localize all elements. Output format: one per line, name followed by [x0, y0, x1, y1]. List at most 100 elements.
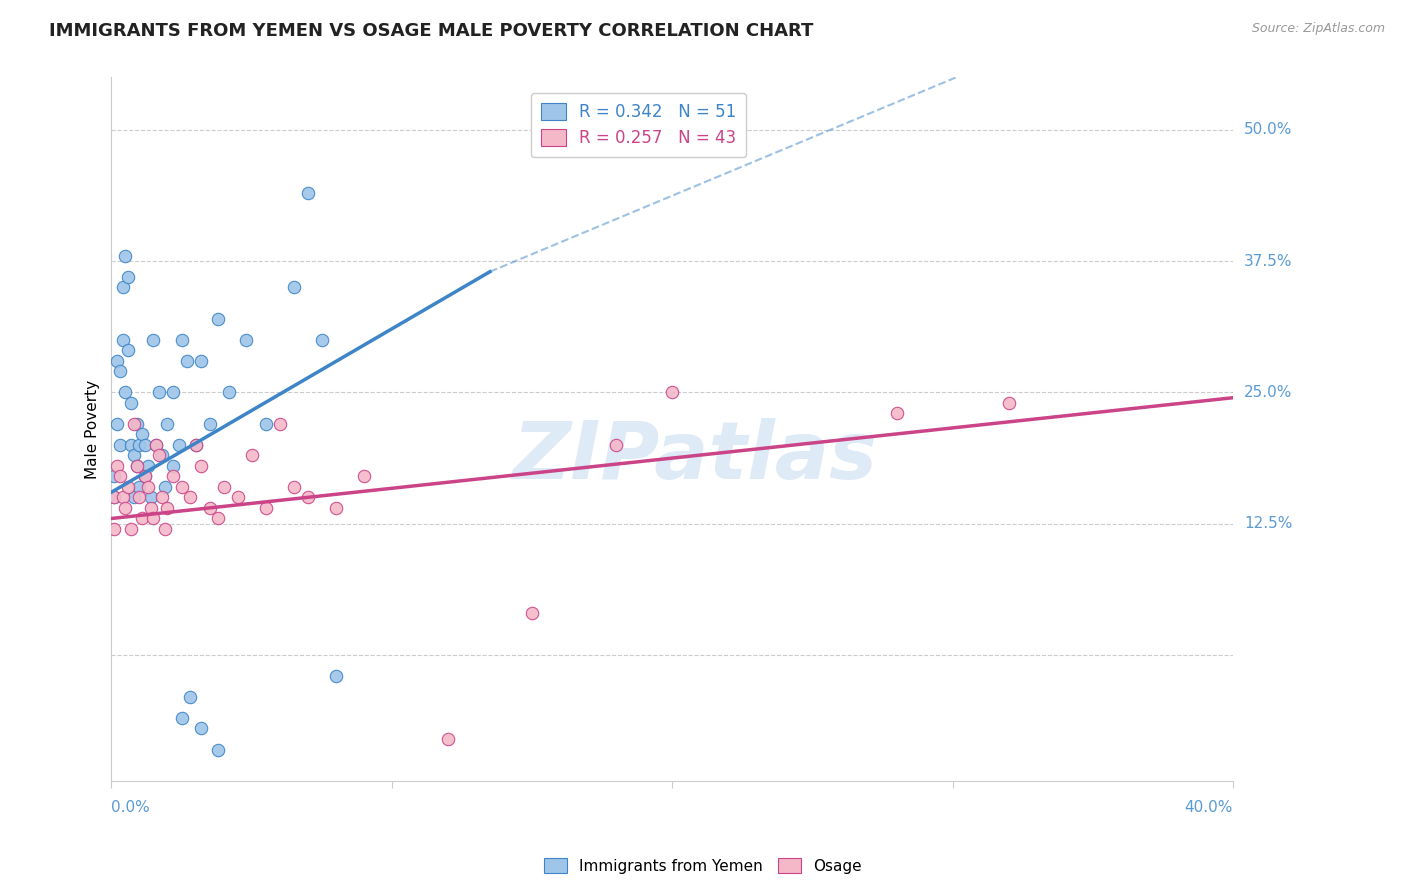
Point [139, 491, 162, 505]
Point [297, 186, 319, 200]
Point [297, 491, 319, 505]
Point [128, 480, 150, 494]
Point [184, 438, 207, 452]
Point [176, 354, 198, 368]
Point [105, 458, 128, 473]
Text: Source: ZipAtlas.com: Source: ZipAtlas.com [1251, 22, 1385, 36]
Point [179, 491, 201, 505]
Point [111, 280, 134, 294]
Point [170, 711, 193, 725]
Y-axis label: Male Poverty: Male Poverty [86, 380, 100, 479]
Point [198, 417, 221, 431]
Point [170, 333, 193, 347]
Point [226, 491, 249, 505]
Point [520, 606, 543, 620]
Point [235, 333, 257, 347]
Point [120, 396, 142, 410]
Text: 0.0%: 0.0% [111, 799, 150, 814]
Text: ZIPatlas: ZIPatlas [512, 418, 877, 496]
Point [150, 449, 173, 463]
Point [167, 438, 190, 452]
Point [170, 480, 193, 494]
Point [283, 480, 305, 494]
Point [120, 438, 142, 452]
Point [179, 690, 201, 704]
Point [103, 491, 125, 505]
Point [114, 249, 136, 263]
Point [325, 500, 347, 515]
Point [184, 438, 207, 452]
Text: 25.0%: 25.0% [1244, 385, 1292, 400]
Point [148, 385, 170, 400]
Point [134, 469, 156, 483]
Point [142, 511, 165, 525]
Point [136, 480, 159, 494]
Point [153, 480, 176, 494]
Point [103, 491, 125, 505]
Point [122, 449, 145, 463]
Point [125, 458, 148, 473]
Point [131, 511, 153, 525]
Point [120, 522, 142, 536]
Point [156, 500, 179, 515]
Point [103, 469, 125, 483]
Point [125, 417, 148, 431]
Point [128, 491, 150, 505]
Point [125, 458, 148, 473]
Point [105, 354, 128, 368]
Point [117, 343, 139, 358]
Point [148, 449, 170, 463]
Point [162, 469, 184, 483]
Point [150, 491, 173, 505]
Point [108, 364, 131, 378]
Point [139, 500, 162, 515]
Point [117, 269, 139, 284]
Point [162, 458, 184, 473]
Point [254, 500, 277, 515]
Point [134, 438, 156, 452]
Point [111, 333, 134, 347]
Point [240, 449, 263, 463]
Point [134, 469, 156, 483]
Legend: Immigrants from Yemen, Osage: Immigrants from Yemen, Osage [538, 852, 868, 880]
Point [111, 491, 134, 505]
Point [886, 407, 908, 421]
Point [105, 417, 128, 431]
Point [145, 438, 167, 452]
Point [122, 491, 145, 505]
Point [207, 742, 229, 756]
Point [114, 385, 136, 400]
Point [136, 458, 159, 473]
Point [311, 333, 333, 347]
Point [353, 469, 375, 483]
Point [190, 722, 212, 736]
Point [269, 417, 291, 431]
Text: 40.0%: 40.0% [1185, 799, 1233, 814]
Point [198, 500, 221, 515]
Point [114, 500, 136, 515]
Point [190, 354, 212, 368]
Point [156, 417, 179, 431]
Point [128, 438, 150, 452]
Point [117, 480, 139, 494]
Point [103, 522, 125, 536]
Point [218, 385, 240, 400]
Point [108, 438, 131, 452]
Point [283, 280, 305, 294]
Point [142, 333, 165, 347]
Point [325, 669, 347, 683]
Text: 37.5%: 37.5% [1244, 253, 1292, 268]
Text: IMMIGRANTS FROM YEMEN VS OSAGE MALE POVERTY CORRELATION CHART: IMMIGRANTS FROM YEMEN VS OSAGE MALE POVE… [49, 22, 814, 40]
Point [131, 427, 153, 442]
Point [108, 469, 131, 483]
Point [254, 417, 277, 431]
Point [605, 438, 627, 452]
Point [162, 385, 184, 400]
Point [437, 731, 460, 746]
Point [190, 458, 212, 473]
Point [145, 438, 167, 452]
Point [122, 417, 145, 431]
Point [153, 522, 176, 536]
Point [207, 511, 229, 525]
Point [212, 480, 235, 494]
